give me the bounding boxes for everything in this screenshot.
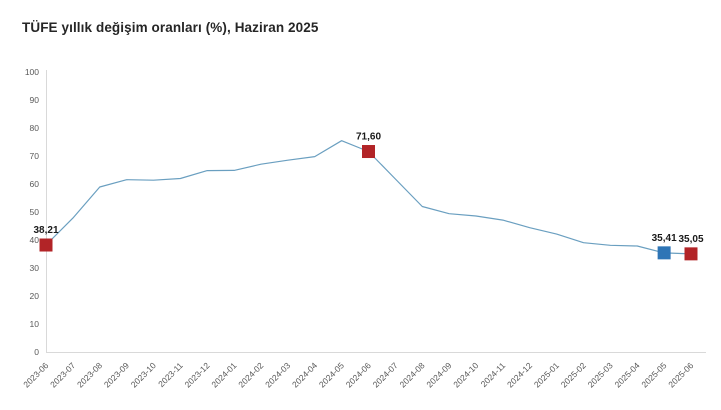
x-tick-label: 2023-07 (48, 360, 77, 389)
x-tick-label: 2024-01 (209, 360, 238, 389)
x-tick-label: 2024-12 (505, 360, 534, 389)
x-tick-label: 2023-11 (156, 360, 185, 389)
data-point-label: 71,60 (356, 132, 381, 143)
x-axis-ticks: 2023-062023-072023-082023-092023-102023-… (21, 360, 695, 389)
x-tick-label: 2024-05 (317, 360, 346, 389)
x-tick-label: 2025-04 (613, 360, 642, 389)
data-point-marker (657, 246, 671, 260)
x-tick-label: 2024-10 (451, 360, 480, 389)
axes (46, 70, 706, 353)
x-tick-label: 2025-03 (586, 360, 615, 389)
data-point-label: 35,41 (652, 233, 677, 244)
data-point-label: 35,05 (678, 234, 703, 245)
x-tick-label: 2025-06 (666, 360, 695, 389)
x-tick-label: 2023-06 (21, 360, 50, 389)
chart-title: TÜFE yıllık değişim oranları (%), Hazira… (22, 20, 319, 35)
y-tick-label: 60 (30, 179, 40, 189)
y-axis-ticks: 0 10 20 30 40 50 60 70 80 90 100 (25, 67, 39, 357)
x-tick-label: 2024-03 (263, 360, 292, 389)
x-tick-label: 2024-07 (371, 360, 400, 389)
x-tick-label: 2024-09 (424, 360, 453, 389)
y-tick-label: 80 (30, 123, 40, 133)
y-tick-label: 30 (30, 263, 40, 273)
x-tick-label: 2023-08 (75, 360, 104, 389)
x-tick-label: 2023-12 (183, 360, 212, 389)
y-tick-label: 100 (25, 67, 39, 77)
data-point-marker (39, 238, 53, 252)
x-tick-label: 2025-02 (559, 360, 588, 389)
x-tick-label: 2025-05 (639, 360, 668, 389)
highlight-markers: 38,21 71,60 35,41 35,05 (33, 132, 704, 261)
x-tick-label: 2024-04 (290, 360, 319, 389)
y-tick-label: 10 (30, 319, 40, 329)
x-tick-label: 2025-01 (532, 360, 561, 389)
data-point-label: 38,21 (33, 225, 58, 236)
x-tick-label: 2024-11 (479, 360, 508, 389)
y-tick-label: 40 (30, 235, 40, 245)
x-tick-label: 2023-10 (129, 360, 158, 389)
y-tick-label: 90 (30, 95, 40, 105)
data-point-marker (362, 145, 375, 159)
y-tick-label: 0 (34, 347, 39, 357)
data-point-marker (684, 247, 698, 261)
y-tick-label: 50 (30, 207, 40, 217)
x-tick-label: 2024-06 (344, 360, 373, 389)
y-tick-label: 70 (30, 151, 40, 161)
x-tick-label: 2024-08 (398, 360, 427, 389)
y-tick-label: 20 (30, 291, 40, 301)
x-tick-label: 2023-09 (102, 360, 131, 389)
x-tick-label: 2024-02 (236, 360, 265, 389)
